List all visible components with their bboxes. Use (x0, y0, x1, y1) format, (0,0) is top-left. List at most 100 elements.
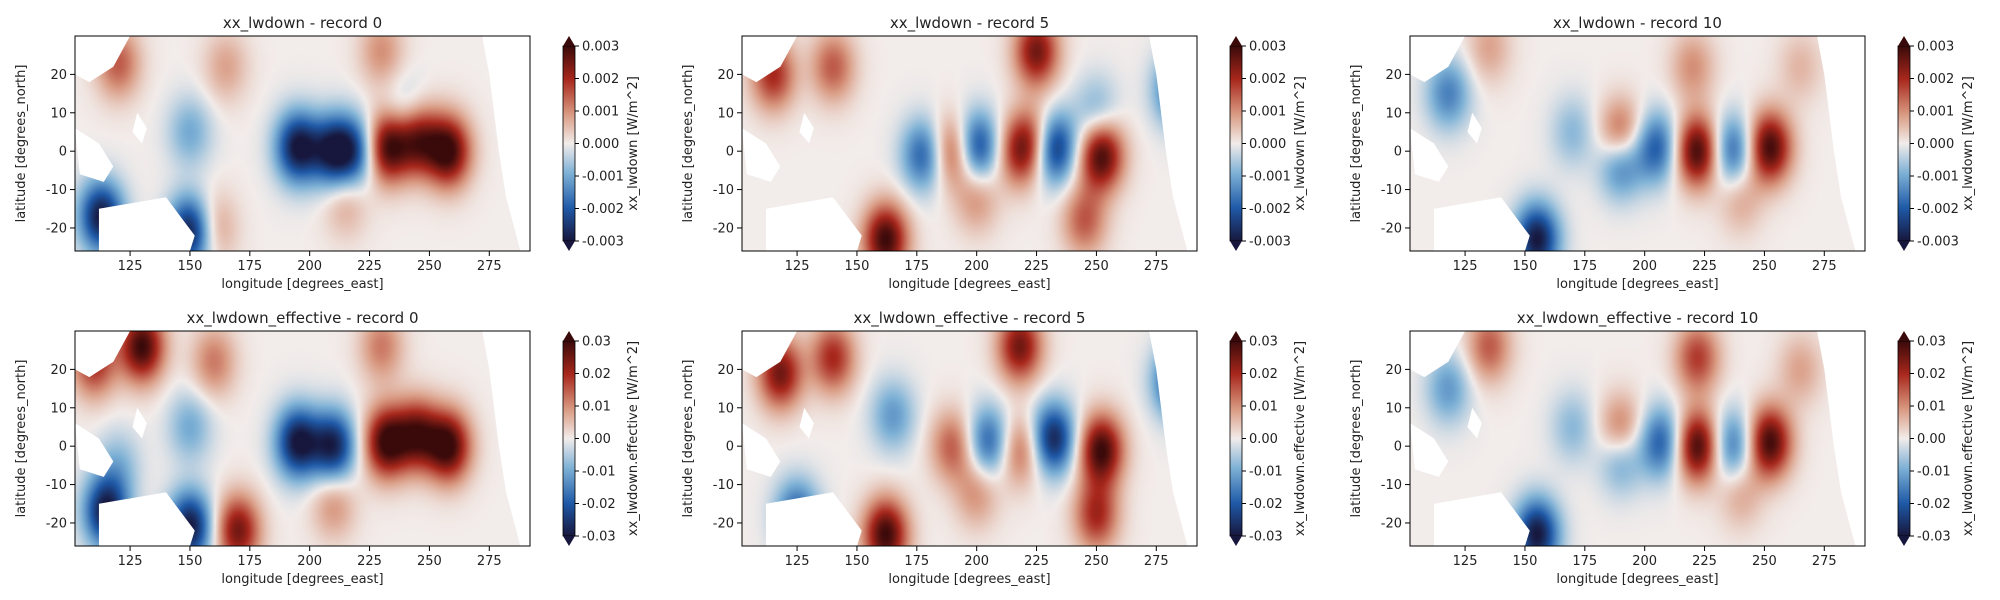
y-tick-label: 10 (1385, 401, 1402, 416)
y-tick-label: -10 (46, 183, 67, 198)
axes-frame (741, 330, 1198, 547)
x-tick-label: 225 (1692, 259, 1717, 274)
y-tick-label: 0 (1394, 440, 1402, 455)
colorbar-tick-label: 0.000 (1917, 137, 1954, 152)
land-mask-1 (1410, 128, 1449, 182)
colorbar: 0.003 0.002 0.001 0.000 -0.001 -0.002 -0.003 xx… (562, 36, 641, 251)
x-tick-label: 250 (1752, 554, 1777, 569)
x-tick-label: 200 (297, 259, 322, 274)
land-mask-1 (1410, 423, 1449, 477)
colorbar: 0.003 0.002 0.001 0.000 -0.001 -0.002 -0.003 xx… (1897, 36, 1976, 251)
land-mask-3 (132, 407, 147, 439)
colorbar-tick-label: 0.003 (1917, 40, 1954, 55)
colorbar-tick-label: -0.001 (582, 170, 624, 185)
x-tick-label: 125 (785, 259, 810, 274)
panels-root: 125 150 175 200 225 250 27520100-10-20xx_lwdow… (14, 14, 1976, 587)
x-tick-label: 125 (1453, 259, 1478, 274)
x-tick-label: 225 (1024, 554, 1049, 569)
colorbar-tick-label: 0.02 (582, 367, 611, 382)
y-tick-label: 0 (59, 440, 67, 455)
x-axis-label: longitude [degrees_east] (1556, 572, 1718, 587)
colorbar-tick-label: 0.002 (582, 72, 619, 87)
x-tick-label: 175 (1572, 554, 1597, 569)
colorbar-tick-label: 0.03 (1917, 335, 1946, 350)
colorbar-tick-label: -0.02 (1917, 497, 1951, 512)
land-mask-1 (75, 423, 114, 477)
chart-title: xx_lwdown_effective - record 5 (853, 309, 1085, 328)
land-mask-0 (1410, 331, 1466, 378)
x-tick-label: 225 (1024, 259, 1049, 274)
land-mask-2 (1433, 492, 1530, 546)
land-mask-0 (1410, 36, 1466, 83)
colorbar-tick-label: -0.002 (1249, 202, 1291, 217)
x-tick-label: 225 (357, 554, 382, 569)
chart-title: xx_lwdown_effective - record 0 (186, 309, 418, 328)
heatmap-panel-1: 125 150 175 200 225 250 275 20 10 0 -10 -20 xx_lwdow… (681, 14, 1308, 292)
colorbar: 0.03 0.02 0.01 0.00 -0.01 -0.02 -0.03 xx_lwdown… (1897, 331, 1976, 546)
x-axis-label: longitude [degrees_east] (888, 277, 1050, 292)
colorbar-extend-min (1230, 241, 1242, 251)
x-tick-label: 275 (1144, 259, 1169, 274)
colorbar-tick-label: -0.02 (1249, 497, 1283, 512)
y-tick-label: 20 (717, 363, 734, 378)
chart-title: xx_lwdown - record 5 (890, 14, 1049, 33)
x-tick-label: 150 (845, 259, 870, 274)
x-tick-label: 250 (417, 259, 442, 274)
colorbar-tick-label: 0.01 (1917, 400, 1946, 415)
x-tick-label: 150 (845, 554, 870, 569)
y-axis-label: latitude [degrees_north] (681, 360, 696, 518)
colorbar-label: xx_lwdown.effective [W/m^2] (626, 341, 641, 536)
x-tick-label: 125 (1453, 554, 1478, 569)
y-tick-label: 20 (1385, 68, 1402, 83)
x-axis-label: longitude [degrees_east] (888, 572, 1050, 587)
y-tick-label: -10 (1381, 478, 1402, 493)
colorbar-tick-label: 0.002 (1249, 72, 1286, 87)
colorbar-tick-label: 0.01 (1249, 400, 1278, 415)
colorbar-extend-min (1898, 536, 1910, 546)
colorbar-tick-label: -0.03 (582, 530, 616, 545)
colorbar-tick-label: 0.001 (1917, 105, 1954, 120)
chart-title: xx_lwdown_effective - record 10 (1517, 309, 1759, 328)
colorbar-tick-label: -0.01 (1917, 465, 1951, 480)
land-mask-2 (98, 492, 195, 546)
y-tick-label: 10 (717, 106, 734, 121)
colorbar-tick-label: -0.01 (1249, 465, 1283, 480)
colorbar-tick-label: -0.001 (1917, 170, 1959, 185)
land-mask-3 (799, 407, 814, 439)
x-tick-label: 200 (1632, 554, 1657, 569)
x-tick-label: 200 (964, 554, 989, 569)
colorbar-label: xx_lwdown.effective [W/m^2] (1961, 341, 1976, 536)
colorbar-tick-label: -0.001 (1249, 170, 1291, 185)
y-axis-label: latitude [degrees_north] (681, 65, 696, 223)
colorbar-tick-label: 0.00 (1249, 432, 1278, 447)
x-tick-label: 250 (1752, 259, 1777, 274)
x-tick-label: 200 (964, 259, 989, 274)
land-mask-3 (1467, 112, 1482, 144)
land-mask-3 (1467, 407, 1482, 439)
y-axis-label: latitude [degrees_north] (1349, 360, 1364, 518)
axes-frame (741, 35, 1198, 252)
colorbar-tick-label: 0.03 (582, 335, 611, 350)
x-tick-label: 175 (237, 554, 262, 569)
colorbar-tick-label: -0.002 (1917, 202, 1959, 217)
colorbar-tick-label: 0.03 (1249, 335, 1278, 350)
y-tick-label: -10 (1381, 183, 1402, 198)
colorbar-gradient (1229, 45, 1243, 242)
x-tick-label: 150 (178, 554, 203, 569)
colorbar-tick-label: -0.03 (1917, 530, 1951, 545)
x-tick-label: 250 (417, 554, 442, 569)
colorbar-extend-max (1898, 331, 1910, 341)
colorbar-tick-label: 0.002 (1917, 72, 1954, 87)
land-mask-4 (482, 331, 530, 546)
colorbar-tick-label: -0.003 (582, 235, 624, 250)
land-mask-0 (742, 36, 798, 83)
colorbar-tick-label: -0.003 (1249, 235, 1291, 250)
land-mask-3 (799, 112, 814, 144)
x-tick-label: 175 (904, 554, 929, 569)
colorbar-label: xx_lwdown [W/m^2] (1961, 76, 1976, 211)
x-axis-label: longitude [degrees_east] (1556, 277, 1718, 292)
land-mask-2 (765, 197, 862, 251)
x-tick-label: 175 (237, 259, 262, 274)
y-axis-label: latitude [degrees_north] (14, 65, 29, 223)
colorbar-tick-label: 0.01 (582, 400, 611, 415)
